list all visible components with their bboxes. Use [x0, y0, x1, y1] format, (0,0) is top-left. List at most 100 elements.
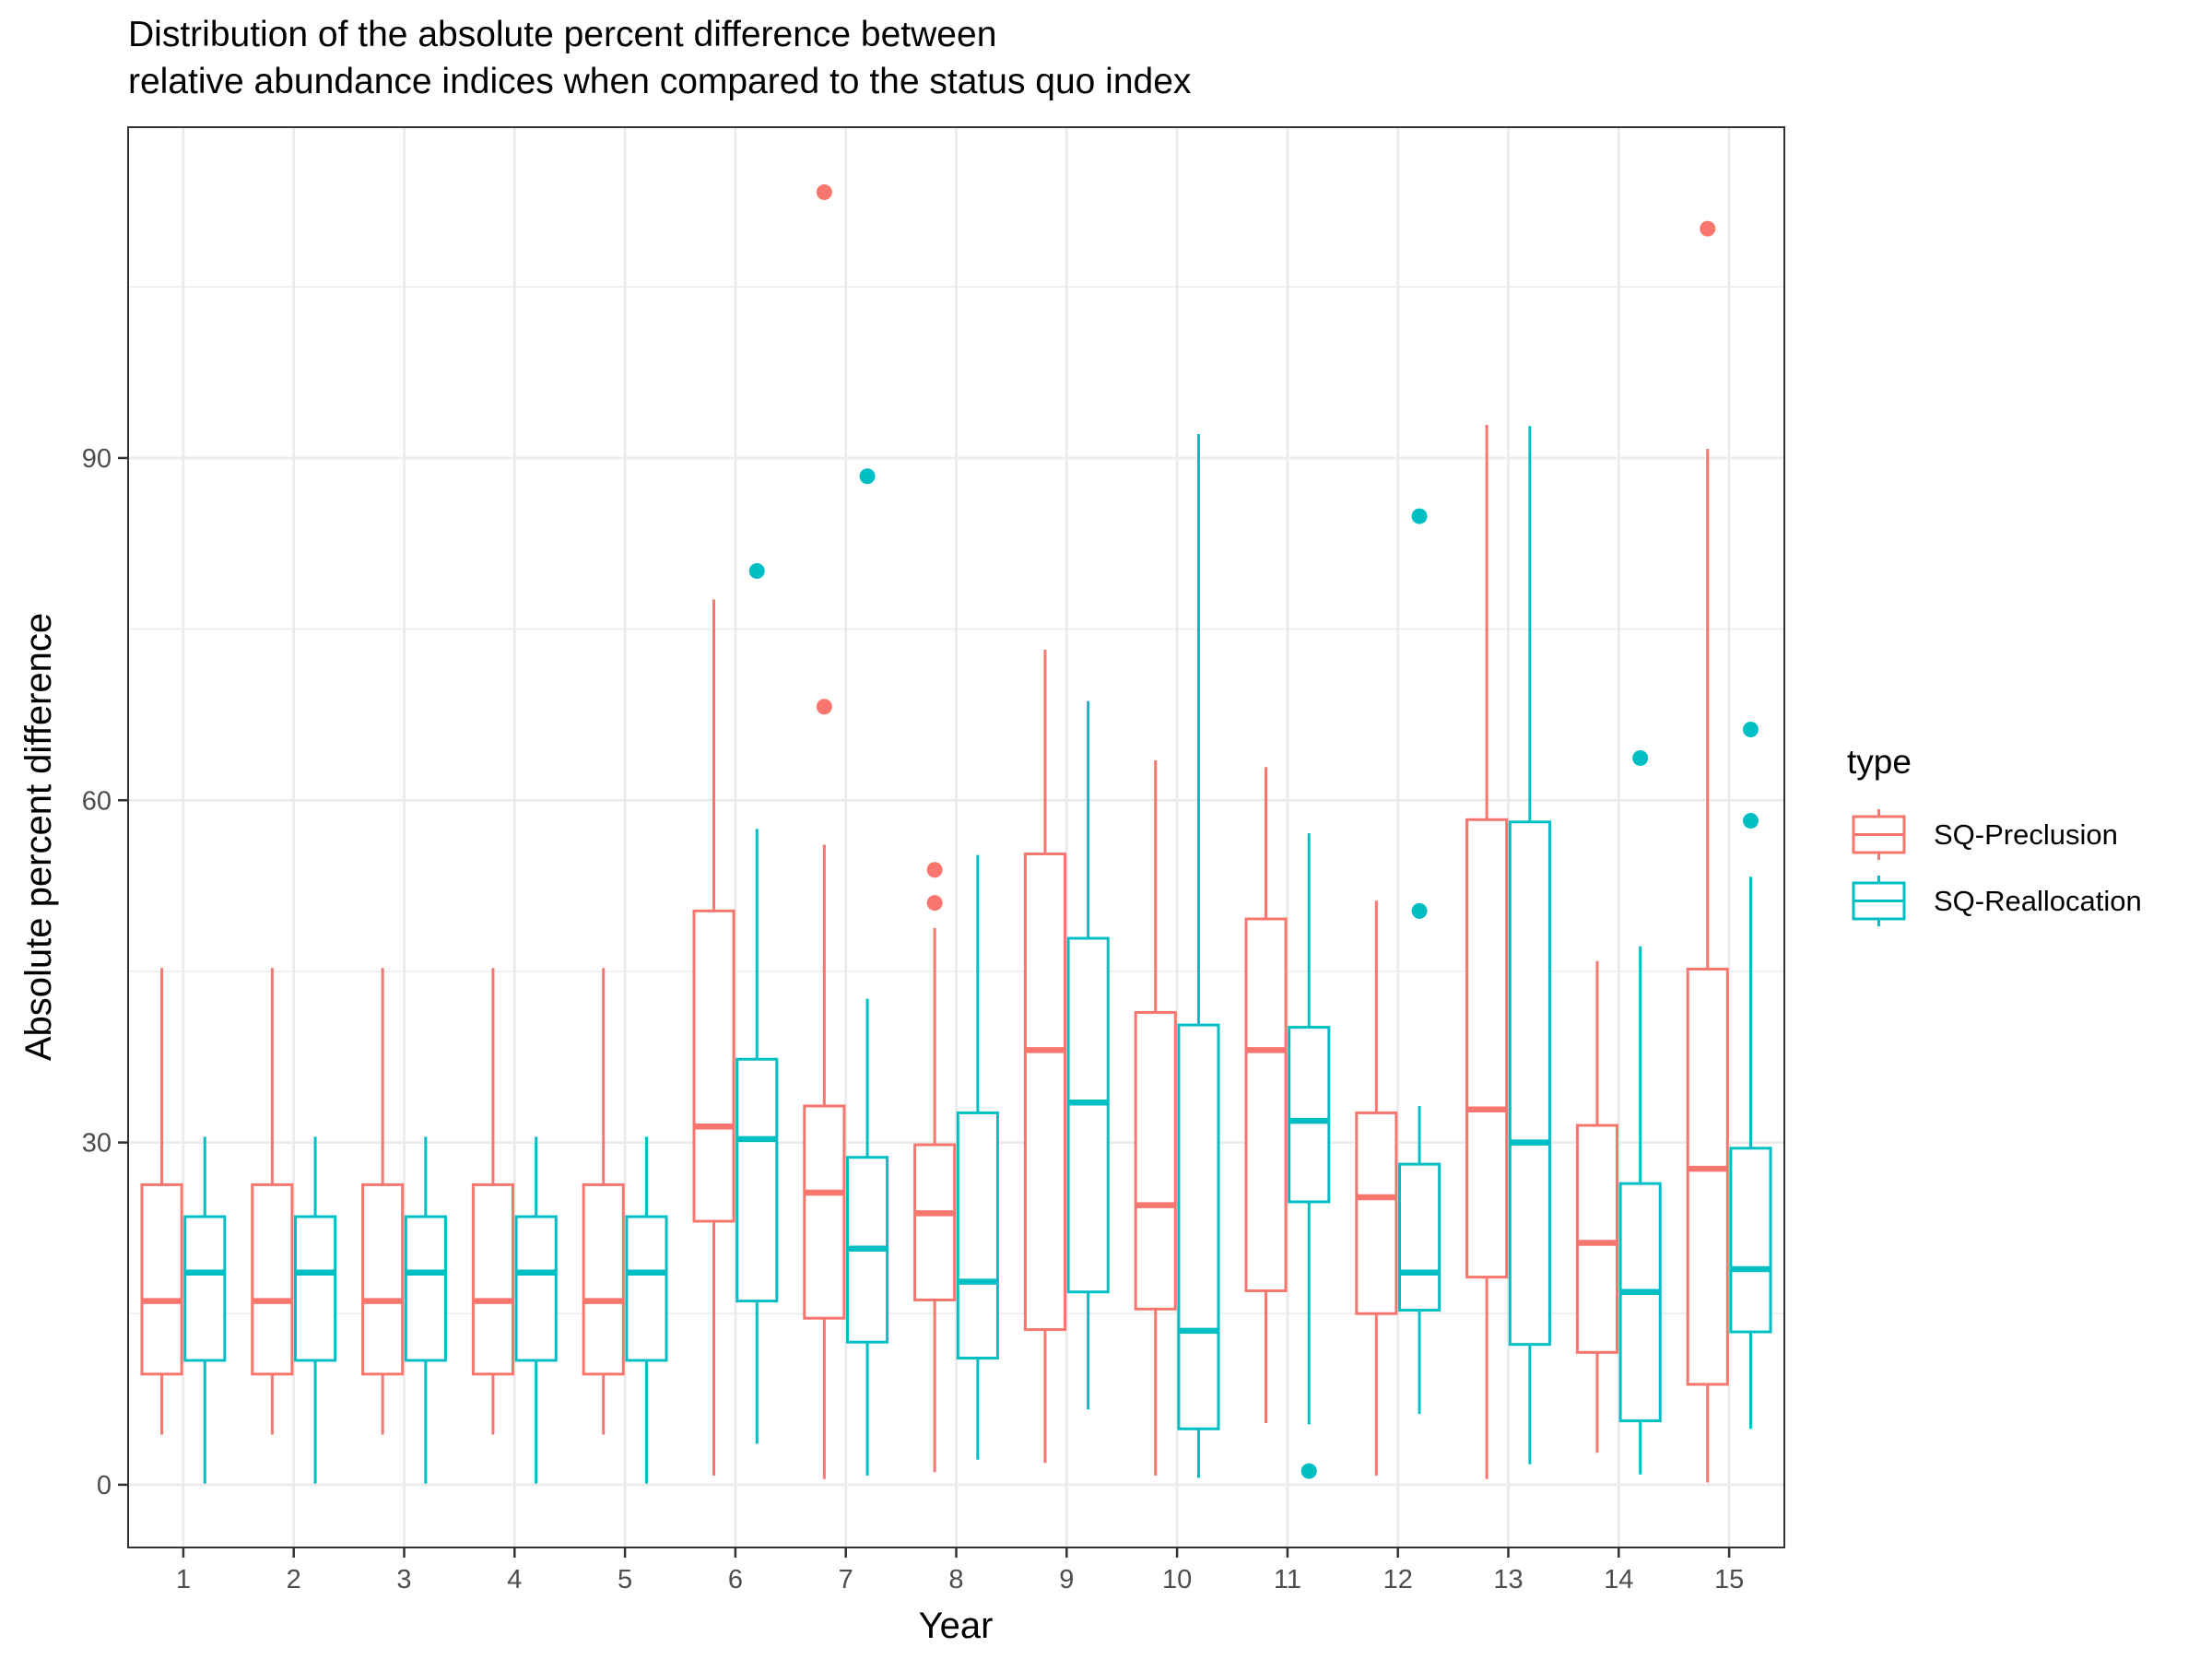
outlier-point [816, 699, 832, 715]
box [913, 1143, 957, 1301]
box [582, 1182, 625, 1376]
box [692, 909, 735, 1223]
chart-title: Distribution of the absolute percent dif… [128, 15, 996, 54]
box-group [1288, 833, 1331, 1479]
x-tick-label: 6 [728, 1565, 743, 1594]
box-group [1397, 508, 1441, 1415]
box [1575, 1124, 1619, 1354]
box [1066, 936, 1110, 1294]
legend-item: SQ-Preclusion [1852, 809, 2118, 860]
x-tick-label: 9 [1059, 1565, 1074, 1594]
box-group [1729, 722, 1772, 1430]
box-group [1066, 700, 1110, 1410]
x-tick-label: 13 [1493, 1565, 1523, 1594]
box-group [625, 1136, 668, 1484]
box-group [514, 1136, 558, 1484]
outlier-point [1411, 902, 1428, 919]
box [1397, 1162, 1441, 1312]
x-tick-label: 7 [839, 1565, 853, 1594]
box [404, 1215, 447, 1362]
x-tick-label: 10 [1162, 1565, 1192, 1594]
outlier-point [926, 895, 943, 912]
legend-label: SQ-Reallocation [1934, 885, 2142, 917]
box [183, 1215, 227, 1362]
x-tick-label: 5 [618, 1565, 632, 1594]
box [625, 1215, 668, 1362]
box-group [845, 468, 889, 1477]
box-group [293, 1136, 337, 1484]
x-tick-label: 12 [1383, 1565, 1413, 1594]
y-tick-label: 0 [97, 1471, 112, 1500]
outlier-point [1632, 749, 1649, 766]
box [1355, 1111, 1398, 1315]
y-tick-label: 90 [82, 444, 112, 474]
box-group [1686, 220, 1729, 1483]
outlier-point [748, 562, 765, 579]
box-group [1355, 900, 1398, 1477]
y-axis: 0 30 60 90 [82, 444, 128, 1500]
box [1023, 852, 1067, 1332]
box [803, 1104, 846, 1320]
box-group [1508, 426, 1551, 1465]
box [1508, 820, 1551, 1347]
box [1134, 1010, 1177, 1311]
x-tick-label: 8 [948, 1565, 963, 1594]
box [251, 1182, 294, 1376]
outlier-point [1742, 813, 1759, 830]
x-tick-label: 2 [287, 1565, 301, 1594]
x-tick-label: 11 [1274, 1565, 1301, 1594]
box-group [582, 968, 625, 1435]
box-group [1465, 425, 1509, 1479]
box-group [1618, 749, 1662, 1475]
x-tick-label: 1 [176, 1565, 191, 1594]
plot-panel [127, 126, 1785, 1548]
outlier-point [1742, 722, 1759, 738]
box [140, 1182, 183, 1376]
box [293, 1215, 337, 1362]
box-group [1244, 767, 1288, 1424]
box [1686, 967, 1729, 1386]
x-tick-label: 4 [507, 1565, 522, 1594]
x-axis: 1 2 3 4 5 6 7 8 9 10 11 12 13 14 15 [176, 1547, 1744, 1594]
legend-title: type [1847, 743, 1912, 781]
box [361, 1182, 405, 1376]
box [1288, 1026, 1331, 1204]
outlier-point [1411, 508, 1428, 524]
box-marks [140, 184, 1772, 1484]
outlier-point [926, 862, 943, 878]
outlier-point [816, 184, 832, 201]
box [471, 1182, 515, 1376]
x-tick-label: 14 [1604, 1565, 1633, 1594]
box-group [361, 968, 405, 1435]
box [1729, 1147, 1772, 1334]
box [956, 1111, 999, 1360]
box-group [1177, 433, 1220, 1478]
legend-item: SQ-Reallocation [1852, 876, 2142, 926]
box-group [692, 599, 735, 1477]
box-group [803, 184, 846, 1479]
box-group [913, 862, 957, 1473]
outlier-point [859, 468, 876, 485]
box-group [1023, 649, 1067, 1464]
box [514, 1215, 558, 1362]
box-group [140, 968, 183, 1435]
legend: type SQ-Preclusion SQ-Reallocation [1847, 743, 2142, 926]
x-tick-label: 3 [396, 1565, 411, 1594]
box [1465, 818, 1509, 1279]
box-group [956, 854, 999, 1460]
box-group [251, 968, 294, 1435]
grid-lines [128, 127, 1784, 1547]
box [735, 1057, 779, 1303]
chart-subtitle: relative abundance indices when compared… [128, 62, 1192, 101]
box-group [404, 1136, 447, 1484]
outlier-point [1700, 220, 1716, 237]
x-axis-title: Year [919, 1606, 994, 1646]
box-group [1575, 960, 1619, 1453]
box-group [1134, 759, 1177, 1477]
y-axis-title: Absolute percent difference [18, 613, 59, 1061]
box [1177, 1023, 1220, 1430]
box-group [735, 562, 779, 1444]
y-tick-label: 30 [82, 1129, 112, 1159]
outlier-point [1300, 1463, 1317, 1479]
